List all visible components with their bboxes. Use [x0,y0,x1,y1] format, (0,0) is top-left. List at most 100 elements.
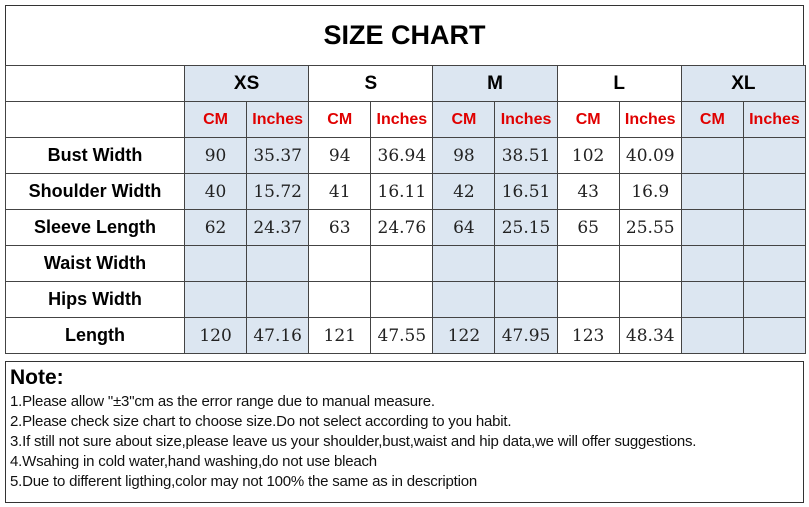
size-header-row: XS S M L XL [5,65,806,102]
unit-cm: CM [183,101,248,138]
value-cell [183,281,248,318]
value-cell [556,245,620,282]
value-cell: 41 [308,173,372,210]
notes-heading: Note: [10,366,64,389]
note-item: 3.If still not sure about size,please le… [10,433,697,450]
value-cell: 25.55 [618,209,682,246]
notes-section: Note: 1.Please allow "±3"cm as the error… [5,361,804,503]
value-cell: 122 [432,317,496,354]
note-item: 2.Please check size chart to choose size… [10,413,512,430]
unit-inches: Inches [370,101,434,138]
value-cell [742,281,806,318]
row-label: Hips Width [5,281,185,318]
value-cell [246,281,310,318]
value-cell [494,245,558,282]
row-label: Length [5,317,185,354]
unit-inches: Inches [246,101,310,138]
value-cell: 36.94 [370,137,434,174]
value-cell [494,281,558,318]
value-cell [246,245,310,282]
value-cell: 120 [183,317,248,354]
table-row: Hips Width [5,281,806,318]
value-cell: 94 [308,137,372,174]
value-cell [680,173,744,210]
value-cell [308,281,372,318]
size-l: L [556,65,682,102]
value-cell [742,245,806,282]
chart-title: SIZE CHART [5,5,804,65]
value-cell [432,281,496,318]
value-cell: 98 [432,137,496,174]
value-cell: 25.15 [494,209,558,246]
size-table: XS S M L XL CM Inches CM Inches CM Inches CM Inches C… [5,65,806,354]
value-cell [742,209,806,246]
row-label: Sleeve Length [5,209,185,246]
value-cell: 65 [556,209,620,246]
value-cell: 43 [556,173,620,210]
note-item: 5.Due to different ligthing,color may no… [10,473,478,490]
value-cell: 24.37 [246,209,310,246]
value-cell [680,245,744,282]
value-cell: 40.09 [618,137,682,174]
value-cell: 35.37 [246,137,310,174]
value-cell: 42 [432,173,496,210]
table-row: Bust Width 90 35.37 94 36.94 98 38.51 102 40.09 [5,137,806,174]
note-item: 1.Please allow "±3"cm as the error range… [10,393,435,410]
value-cell: 64 [432,209,496,246]
value-cell: 47.95 [494,317,558,354]
row-label: Waist Width [5,245,185,282]
value-cell: 90 [183,137,248,174]
value-cell: 63 [308,209,372,246]
value-cell: 15.72 [246,173,310,210]
table-row: Length 120 47.16 121 47.55 122 47.95 123 48.34 [5,317,806,354]
unit-cm: CM [556,101,620,138]
value-cell: 121 [308,317,372,354]
value-cell [742,317,806,354]
value-cell: 40 [183,173,248,210]
value-cell [742,173,806,210]
unit-inches: Inches [742,101,806,138]
value-cell: 16.9 [618,173,682,210]
value-cell [370,281,434,318]
value-cell [618,245,682,282]
value-cell: 48.34 [618,317,682,354]
value-cell: 16.11 [370,173,434,210]
size-m: M [432,65,558,102]
value-cell [680,209,744,246]
table-row: Sleeve Length 62 24.37 63 24.76 64 25.15 65 25.5… [5,209,806,246]
table-row: Shoulder Width 40 15.72 41 16.11 42 16.51 43 16.… [5,173,806,210]
size-xs: XS [183,65,310,102]
size-xl: XL [680,65,806,102]
value-cell [680,281,744,318]
note-item: 4.Wsahing in cold water,hand washing,do … [10,453,377,470]
unit-cm: CM [432,101,496,138]
value-cell: 123 [556,317,620,354]
value-cell: 102 [556,137,620,174]
value-cell: 24.76 [370,209,434,246]
value-cell: 38.51 [494,137,558,174]
value-cell [742,137,806,174]
unit-header-row: CM Inches CM Inches CM Inches CM Inches CM Inches [5,101,806,138]
value-cell: 16.51 [494,173,558,210]
unit-cm: CM [680,101,744,138]
value-cell [618,281,682,318]
value-cell: 62 [183,209,248,246]
value-cell [556,281,620,318]
value-cell [680,317,744,354]
value-cell: 47.16 [246,317,310,354]
value-cell: 47.55 [370,317,434,354]
value-cell [370,245,434,282]
unit-inches: Inches [618,101,682,138]
value-cell [432,245,496,282]
empty-cell [5,101,185,138]
value-cell [680,137,744,174]
unit-inches: Inches [494,101,558,138]
unit-cm: CM [308,101,372,138]
size-s: S [308,65,434,102]
row-label: Shoulder Width [5,173,185,210]
value-cell [308,245,372,282]
row-label: Bust Width [5,137,185,174]
table-row: Waist Width [5,245,806,282]
empty-cell [5,65,185,102]
value-cell [183,245,248,282]
